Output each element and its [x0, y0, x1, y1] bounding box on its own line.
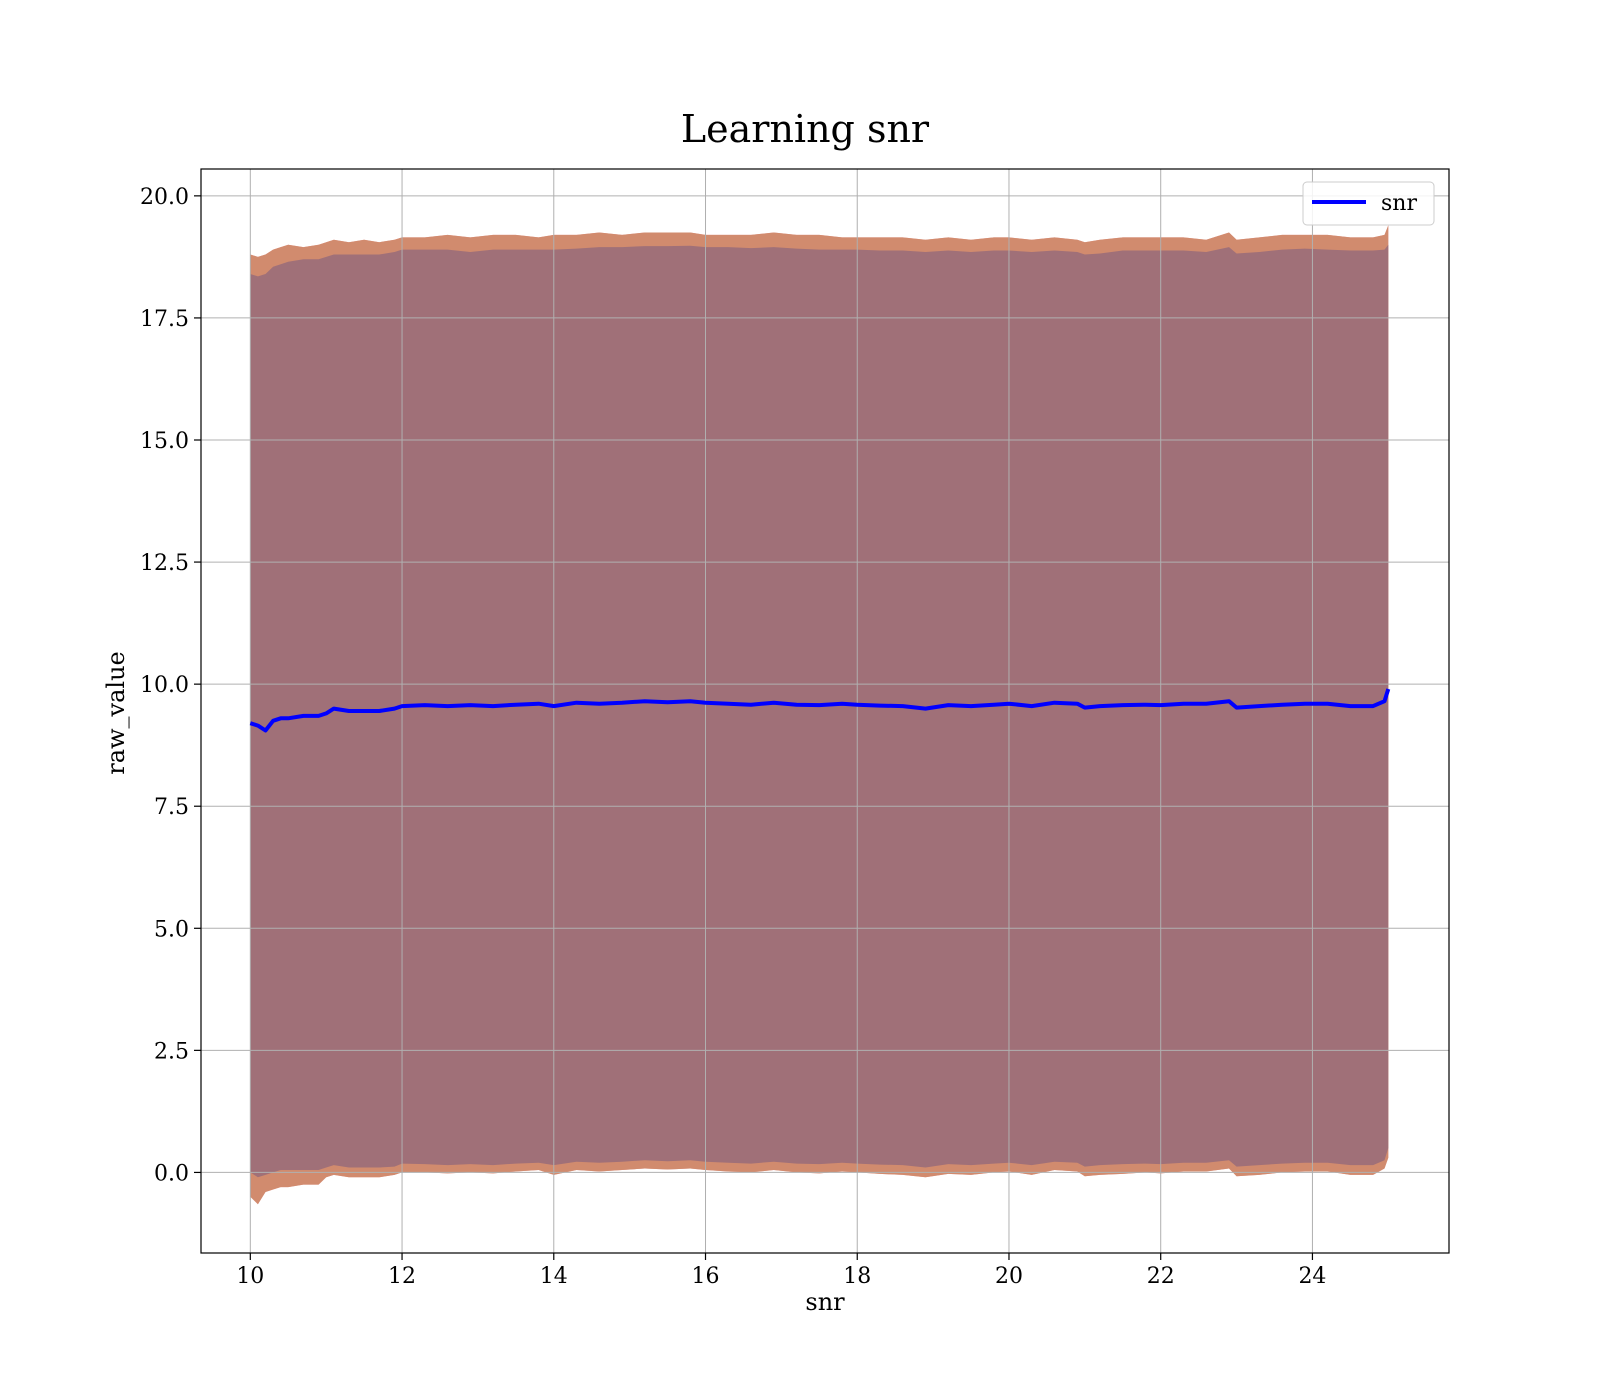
x-tick-label: 22: [1147, 1264, 1175, 1289]
legend: snr: [1302, 181, 1435, 226]
y-tick-label: 17.5: [140, 307, 189, 332]
y-tick-label: 5.0: [154, 917, 189, 942]
chart-title: Learning snr: [681, 107, 930, 151]
y-tick-label: 20.0: [140, 185, 189, 210]
y-tick-label: 7.5: [154, 795, 189, 820]
y-tick-label: 0.0: [154, 1161, 189, 1186]
inner-band: [250, 244, 1389, 1178]
y-tick-label: 15.0: [140, 429, 189, 454]
axes-frame: [200, 168, 1450, 1254]
x-axis-label: snr: [805, 1288, 845, 1316]
y-tick-label: 10.0: [140, 673, 189, 698]
x-tick-label: 14: [540, 1264, 568, 1289]
legend-box: [1302, 181, 1435, 226]
x-tick-label: 12: [388, 1264, 416, 1289]
y-tick-label: 2.5: [154, 1039, 189, 1064]
y-axis-label: raw_value: [102, 651, 130, 775]
x-tick-label: 18: [843, 1264, 871, 1289]
x-tick-label: 24: [1298, 1264, 1326, 1289]
x-tick-label: 16: [692, 1264, 720, 1289]
x-tick-label: 10: [236, 1264, 264, 1289]
y-tick-label: 12.5: [140, 551, 189, 576]
x-tick-label: 20: [995, 1264, 1023, 1289]
series-line-snr: [249, 688, 1391, 733]
legend-label-snr: snr: [1381, 191, 1417, 216]
plot-area: 10 12 14 16 18 20 22 24 0.0 2.5 5.0 7.5 10.0 12.5 15.0…: [140, 168, 1450, 1289]
